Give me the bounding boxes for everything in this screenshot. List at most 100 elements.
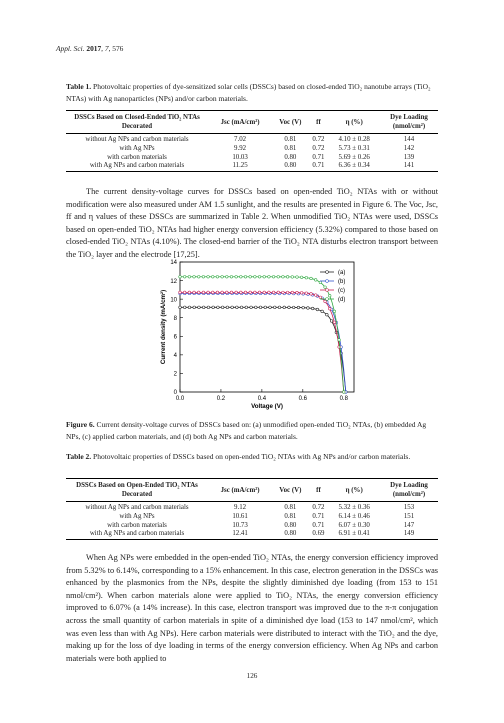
table2: DSSCs Based on Open-Ended TiO₂ NTAs Deco…	[66, 478, 438, 540]
data-point	[225, 305, 229, 309]
table-cell: 6.91 ± 0.41	[338, 530, 370, 538]
table1-caption-text: Photovoltaic properties of dye-sensitize…	[66, 82, 431, 103]
table-cell: 0.80	[284, 153, 297, 161]
data-point	[286, 275, 290, 279]
data-point	[286, 290, 290, 295]
table2-header-cell: Dye Loading (nmol/cm²)	[390, 482, 428, 498]
table-cell: 0.69	[312, 530, 325, 538]
body-paragraph-2: When Ag NPs were embedded in the open-en…	[66, 552, 438, 665]
data-point	[292, 305, 296, 309]
table-row: with carbon materials 10.73 0.80 0.71 6.07 ±…	[66, 522, 438, 531]
data-point	[183, 290, 187, 294]
data-point	[254, 305, 258, 309]
data-point	[244, 305, 248, 309]
legend-label: (c)	[338, 288, 345, 294]
data-point	[248, 275, 252, 279]
x-tick-label: 0.8	[340, 396, 349, 402]
data-point	[311, 306, 315, 311]
y-tick-label: 4	[174, 353, 178, 359]
data-point	[187, 290, 191, 294]
table-row: with Ag NPs 9.92 0.81 0.72 5.73 ± 0.31 142	[66, 145, 438, 154]
data-point	[187, 305, 192, 309]
table-row: without Ag NPs and carbon materials 7.02 0…	[66, 134, 438, 145]
data-point	[304, 291, 308, 295]
data-point	[211, 290, 215, 294]
plot-frame	[179, 261, 355, 393]
data-point	[290, 290, 294, 295]
data-point	[276, 290, 280, 294]
table-cell: 11.25	[232, 162, 248, 170]
table-cell: 141	[403, 162, 415, 170]
table-cell: 0.80	[284, 162, 297, 170]
data-point	[268, 305, 272, 309]
table-cell: 139	[403, 153, 415, 161]
data-point	[215, 275, 220, 279]
paragraph-1-text: The current density-voltage curves for D…	[66, 187, 438, 259]
data-point	[267, 275, 271, 279]
data-point	[257, 290, 262, 294]
table-cell: with Ag NPs	[119, 512, 155, 520]
journal-name: Appl. Sci.	[56, 44, 85, 53]
data-point	[323, 299, 327, 303]
table-cell: with Ag NPs	[119, 144, 155, 152]
data-point	[229, 290, 234, 294]
data-point	[187, 275, 191, 279]
table-cell: 9.12	[234, 504, 247, 511]
data-point	[276, 275, 280, 279]
table-cell: 149	[403, 530, 415, 538]
data-point	[320, 309, 324, 313]
journal-year: 2017	[86, 44, 102, 53]
data-point	[192, 290, 196, 294]
running-header: Appl. Sci. 2017, 7, 576	[56, 44, 124, 53]
data-point	[206, 275, 210, 279]
table1-header-cell: ff	[316, 118, 321, 126]
data-point	[225, 290, 229, 294]
journal-page: 576	[112, 44, 124, 53]
data-point	[262, 290, 266, 294]
y-tick-label: 2	[174, 372, 178, 378]
data-point	[197, 305, 201, 309]
data-point	[220, 290, 224, 294]
data-point	[263, 305, 267, 309]
data-point	[337, 338, 341, 342]
table1-caption: Table 1. Photovoltaic properties of dye-…	[66, 81, 438, 105]
data-point	[300, 291, 304, 295]
data-point	[211, 275, 215, 279]
table-cell: 151	[403, 512, 415, 520]
data-point	[328, 307, 332, 311]
table2-header-cell: DSSCs Based on Open-Ended TiO₂ NTAs Deco…	[76, 482, 198, 498]
table-cell: 0.72	[312, 144, 325, 152]
series-line-0	[180, 306, 347, 393]
table1-header-row: DSSCs Based on Closed-Ended TiO₂ NTAs De…	[66, 110, 438, 134]
data-point	[281, 290, 285, 294]
data-point	[202, 305, 206, 309]
table2-header-cell: ff	[316, 486, 321, 494]
data-point	[249, 305, 253, 309]
data-point	[183, 275, 187, 279]
table-row: without Ag NPs and carbon materials 9.12 0…	[66, 502, 438, 513]
data-point	[234, 275, 238, 279]
table-cell: 10.61	[232, 512, 248, 520]
legend-marker	[325, 279, 329, 283]
data-point	[328, 294, 332, 298]
table-cell: with carbon materials	[107, 153, 167, 161]
x-tick-label: 0.4	[258, 396, 267, 402]
figure6-label: Figure 6.	[66, 420, 95, 429]
data-point	[332, 320, 336, 324]
data-point	[178, 275, 182, 279]
data-point	[318, 280, 322, 285]
data-point	[253, 290, 257, 294]
data-point	[273, 305, 277, 309]
table-cell: 144	[403, 136, 415, 143]
figure6-caption: Figure 6. Current density-voltage curves…	[66, 419, 438, 443]
table2-caption: Table 2. Photovoltaic properties of DSSC…	[66, 451, 438, 463]
table-cell: 12.41	[232, 530, 248, 538]
data-point	[243, 275, 248, 279]
table-cell: 0.81	[284, 504, 297, 511]
data-point	[206, 290, 210, 294]
data-point	[309, 276, 313, 281]
table-cell: 0.80	[284, 521, 297, 529]
data-point	[239, 290, 243, 294]
data-point	[290, 275, 294, 279]
data-point	[301, 306, 305, 310]
